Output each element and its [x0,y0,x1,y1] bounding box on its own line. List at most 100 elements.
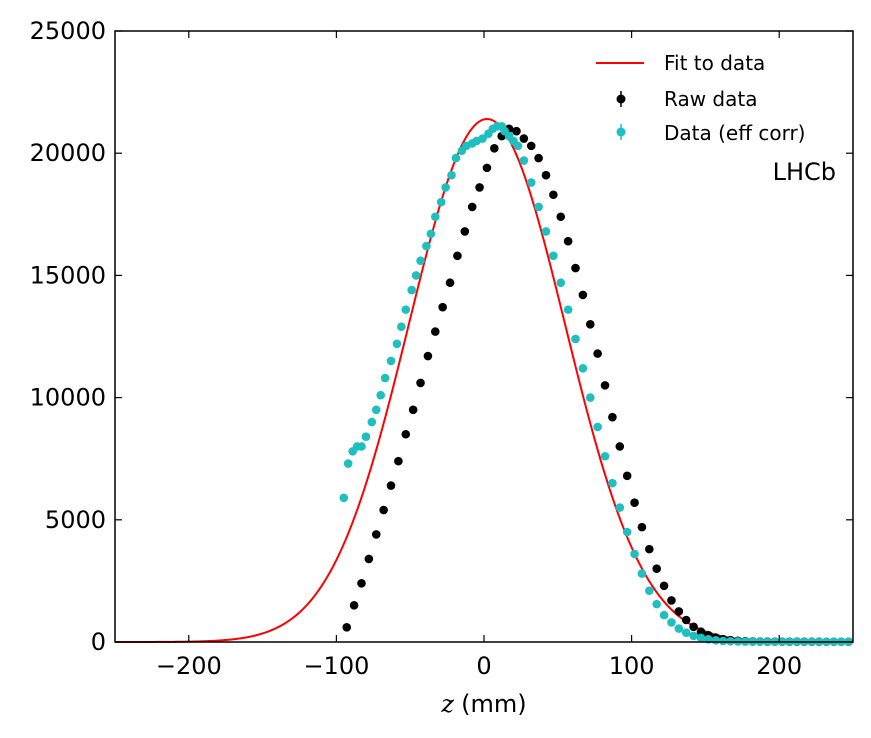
raw-data-point [423,351,433,361]
y-tick-label: 15000 [30,261,106,289]
corrected-data-point [585,393,595,402]
x-axis-title: z (mm) [440,690,526,718]
y-tick-label: 0 [91,628,106,656]
y-tick-label: 10000 [30,384,106,412]
raw-data-point [571,263,580,273]
corrected-data-point [622,527,632,537]
raw-data-point [482,163,492,173]
raw-data-point [371,530,381,539]
corrected-data-point [392,339,402,349]
raw-data-point [475,183,484,192]
corrected-data-point [593,422,602,432]
x-tick-label: −100 [303,652,369,680]
corrected-data-point [478,134,487,143]
corrected-data-point [645,586,654,595]
legend-raw-label: Raw data [664,87,757,111]
corrected-data-point [652,599,661,609]
legend-raw-marker [616,94,626,104]
raw-data-point [667,596,676,605]
raw-data-point [563,236,573,246]
corrected-data-point [376,390,385,400]
corrected-data-point [422,241,431,251]
corrected-data-point [556,278,566,288]
raw-data-point [467,202,477,212]
raw-data-point [379,505,388,515]
corrected-data-point [615,503,625,512]
corrected-data-point [447,170,456,180]
lhcb-annotation: LHCb [773,158,836,186]
raw-data-point [490,144,499,153]
x-tick-label: 200 [756,652,802,680]
corrected-data-point [426,229,436,239]
raw-data-point [526,141,536,151]
corrected-data-point [407,285,416,295]
raw-data-point [364,554,374,564]
corrected-data-point [571,334,580,344]
corrected-data-point [689,631,698,641]
raw-data-point [630,498,639,507]
corrected-data-point [608,478,617,488]
corrected-data-point [451,153,461,163]
corrected-data-point [711,635,721,645]
corrected-data-point [386,356,396,366]
corrected-data-point [371,405,381,415]
corrected-data-point [600,451,610,461]
corrected-data-point [563,305,573,314]
raw-data-point [541,170,551,180]
raw-data-point [394,456,403,466]
corrected-data-point [430,212,440,222]
corrected-data-point [416,256,425,266]
y-tick-label: 5000 [45,506,106,534]
corrected-data-point [578,363,588,373]
legend: Fit to data Raw data Data (eff corr) [596,51,805,145]
corrected-data-point [513,141,523,151]
raw-data-point [357,579,366,588]
raw-data-point [549,190,558,200]
x-axis-unit: (mm) [461,690,526,718]
legend-corr-marker [616,127,626,137]
raw-data-point [608,412,617,422]
plot-area [115,117,853,647]
raw-data-point [453,251,462,261]
raw-data-point [622,471,632,481]
corrected-data-point [436,197,446,207]
corrected-data-point [343,459,353,468]
raw-data-point [593,349,602,358]
raw-data-point [438,302,447,312]
corrected-data-point [339,493,349,503]
corrected-data-point [681,628,691,638]
corrected-data-point [401,305,411,314]
corrected-data-point [397,322,406,332]
corrected-data-point [674,624,684,633]
corrected-data-point [630,549,639,559]
corrected-data-point [549,251,558,261]
fit-curve [115,117,853,643]
raw-data-point [578,290,588,300]
raw-data-point [445,278,455,288]
corrected-data-point [411,271,421,280]
corrected-data-point [519,156,529,165]
corrected-data-point [659,610,669,620]
raw-data-point [652,564,661,573]
x-axis-variable: z [440,690,454,718]
raw-data-point [556,212,566,222]
raw-data-point [460,227,470,236]
legend-corr-label: Data (eff corr) [664,121,805,145]
raw-data-point [681,615,691,625]
corrected-data-point [526,178,536,187]
y-tick-label: 20000 [30,139,106,167]
raw-data-point [637,522,647,532]
raw-data-point [585,319,595,329]
raw-data-point [600,381,610,390]
x-tick-label: 100 [609,652,655,680]
corrected-data-point [541,227,551,236]
raw-data-point [349,601,359,610]
raw-data-point [689,622,698,632]
raw-data-point [696,627,706,637]
corrected-data-point [361,432,371,442]
x-tick-label: −200 [156,652,222,680]
raw-data-point [386,481,396,490]
raw-data-point [342,623,352,632]
corrected-data-point [718,636,728,646]
